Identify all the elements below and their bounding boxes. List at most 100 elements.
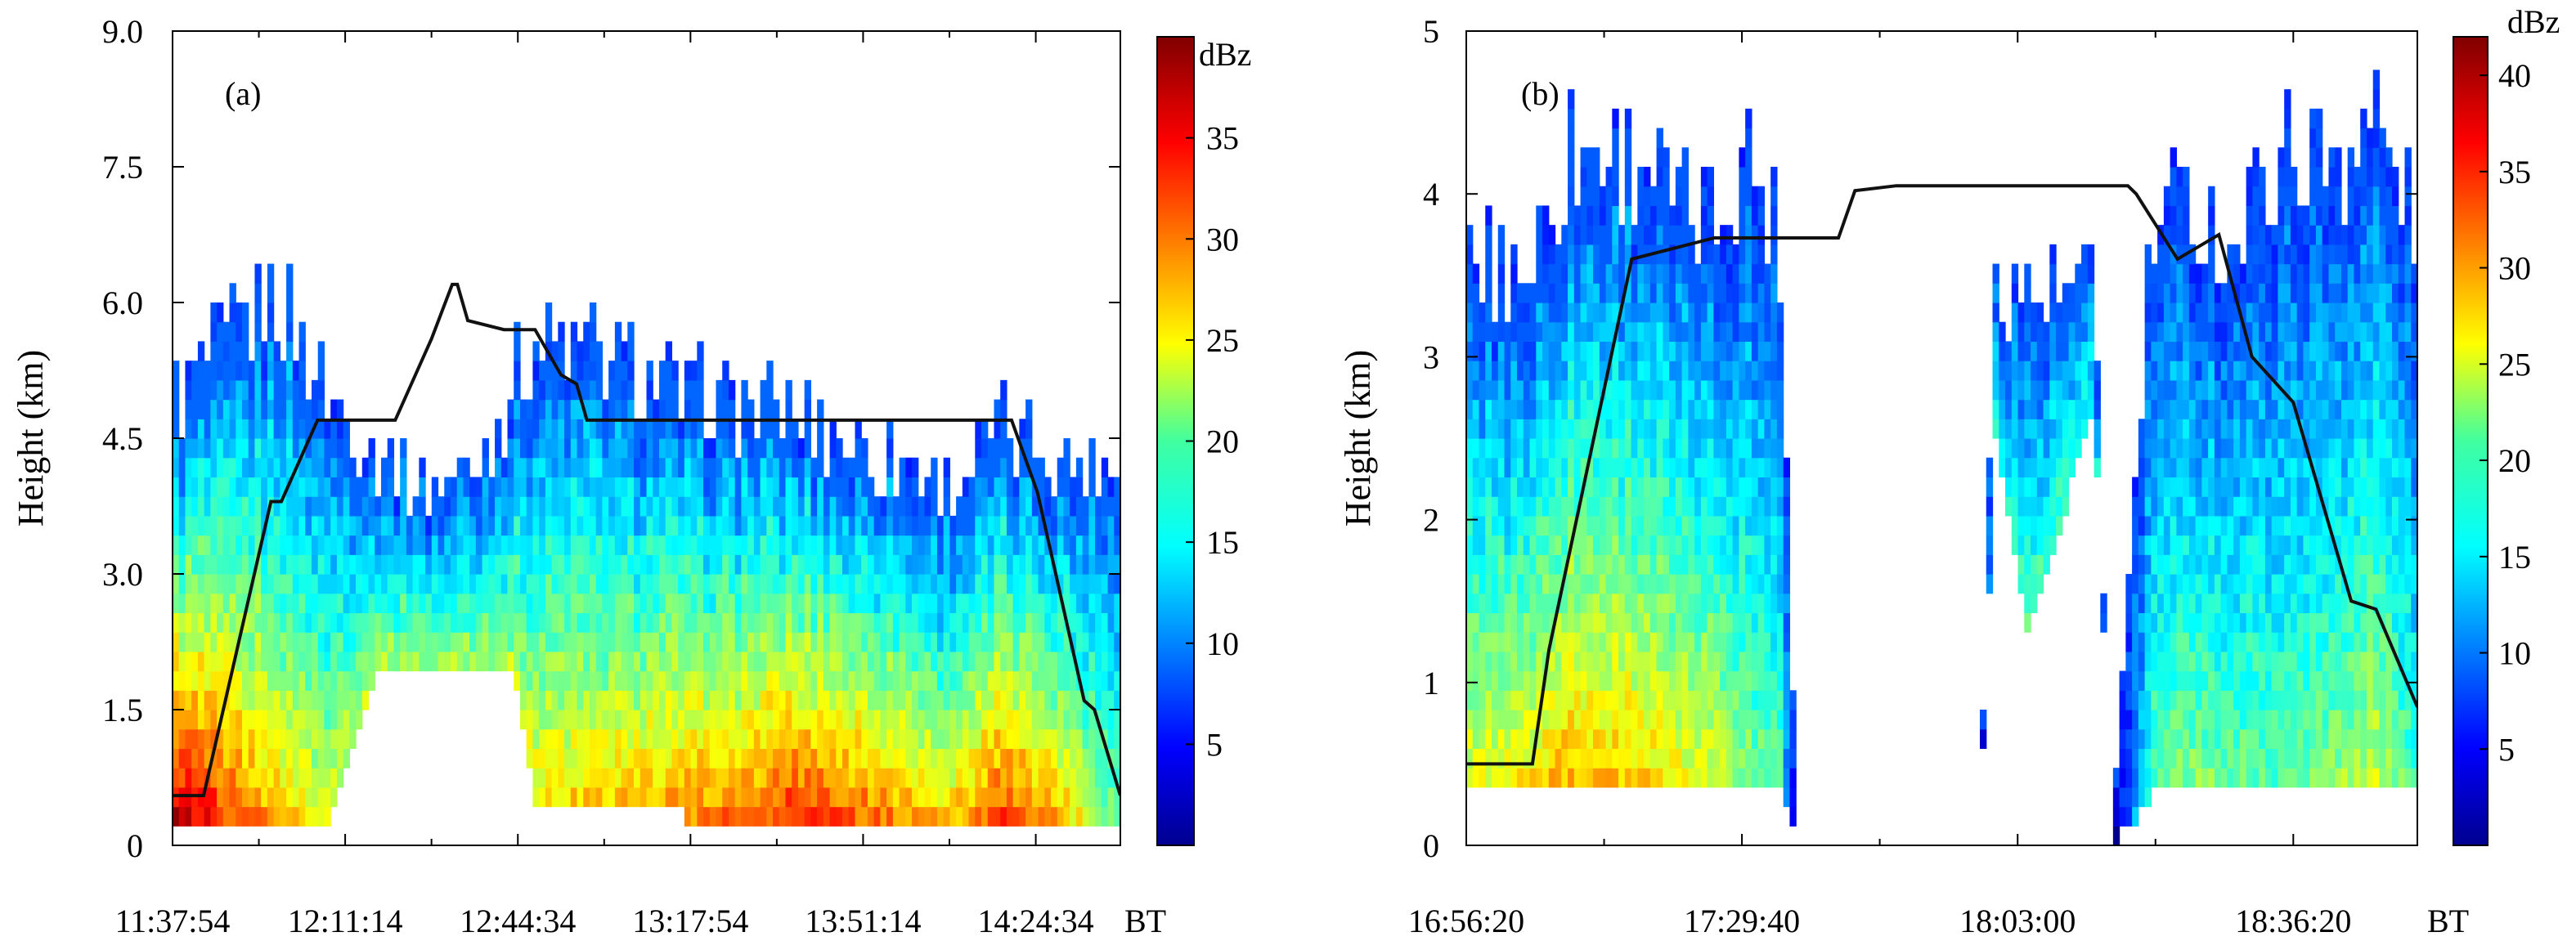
reflectivity-cell	[886, 612, 894, 633]
reflectivity-cell	[564, 419, 572, 439]
reflectivity-cell	[1644, 612, 1651, 633]
reflectivity-cell	[741, 554, 748, 575]
reflectivity-cell	[785, 612, 792, 633]
reflectivity-cell	[292, 554, 300, 575]
reflectivity-cell	[994, 438, 1001, 459]
reflectivity-cell	[1776, 535, 1784, 555]
reflectivity-cell	[197, 670, 205, 691]
reflectivity-cell	[931, 632, 938, 652]
reflectivity-cell	[311, 690, 319, 710]
reflectivity-cell	[526, 457, 534, 478]
reflectivity-cell	[734, 496, 742, 517]
reflectivity-cell	[1700, 768, 1708, 788]
reflectivity-cell	[431, 554, 439, 575]
reflectivity-cell	[1618, 710, 1626, 730]
reflectivity-cell	[1663, 632, 1670, 652]
reflectivity-cell	[361, 690, 370, 710]
reflectivity-cell	[1057, 670, 1065, 691]
reflectivity-cell	[236, 419, 243, 439]
reflectivity-cell	[842, 806, 850, 827]
reflectivity-cell	[1529, 651, 1537, 672]
reflectivity-cell	[197, 496, 205, 517]
reflectivity-cell	[577, 768, 584, 788]
reflectivity-cell	[722, 651, 729, 672]
reflectivity-cell	[1732, 457, 1739, 478]
reflectivity-cell	[1051, 632, 1058, 652]
reflectivity-cell	[968, 593, 976, 614]
reflectivity-cell	[551, 535, 559, 555]
reflectivity-cell	[2043, 457, 2050, 478]
reflectivity-cell	[558, 786, 565, 808]
reflectivity-cell	[1751, 535, 1759, 555]
reflectivity-cell	[197, 341, 205, 361]
reflectivity-cell	[1101, 554, 1109, 575]
reflectivity-cell	[286, 379, 294, 401]
reflectivity-cell	[2125, 768, 2133, 788]
reflectivity-cell	[558, 535, 565, 555]
reflectivity-cell	[324, 806, 331, 827]
reflectivity-cell	[1707, 651, 1714, 672]
reflectivity-cell	[602, 438, 609, 459]
reflectivity-cell	[2170, 321, 2177, 343]
reflectivity-cell	[1101, 457, 1109, 478]
reflectivity-cell	[962, 768, 970, 788]
reflectivity-cell	[1681, 496, 1689, 517]
reflectivity-cell	[810, 728, 818, 750]
reflectivity-cell	[526, 574, 534, 594]
reflectivity-cell	[570, 438, 578, 459]
reflectivity-cell	[1006, 457, 1014, 478]
reflectivity-cell	[678, 612, 685, 633]
reflectivity-cell	[1681, 457, 1689, 478]
reflectivity-cell	[792, 786, 799, 808]
reflectivity-cell	[273, 768, 280, 788]
reflectivity-cell	[1497, 535, 1506, 555]
reflectivity-cell	[1783, 457, 1791, 478]
reflectivity-cell	[867, 496, 875, 517]
reflectivity-cell	[1624, 670, 1632, 691]
reflectivity-cell	[1720, 361, 1727, 381]
reflectivity-cell	[1497, 690, 1506, 710]
reflectivity-cell	[298, 321, 306, 343]
reflectivity-cell	[1088, 593, 1096, 614]
reflectivity-cell	[1070, 651, 1077, 672]
reflectivity-cell	[804, 728, 811, 750]
reflectivity-cell	[1656, 768, 1663, 788]
reflectivity-cell	[823, 728, 831, 750]
reflectivity-cell	[280, 554, 287, 575]
reflectivity-cell	[1101, 710, 1109, 730]
reflectivity-cell	[558, 399, 565, 419]
reflectivity-cell	[311, 632, 319, 652]
reflectivity-cell	[678, 710, 685, 730]
reflectivity-cell	[880, 768, 887, 788]
reflectivity-cell	[1764, 535, 1771, 555]
reflectivity-cell	[918, 593, 926, 614]
reflectivity-cell	[1561, 768, 1568, 788]
radar-reflectivity-field-a	[173, 263, 1120, 827]
reflectivity-cell	[627, 361, 635, 381]
reflectivity-cell	[1605, 632, 1613, 652]
reflectivity-cell	[1644, 361, 1651, 381]
reflectivity-cell	[400, 651, 407, 672]
reflectivity-cell	[456, 515, 464, 536]
reflectivity-cell	[1485, 710, 1492, 730]
reflectivity-cell	[595, 419, 604, 439]
reflectivity-cell	[1070, 554, 1077, 575]
reflectivity-cell	[343, 632, 350, 652]
reflectivity-cell	[678, 632, 685, 652]
reflectivity-cell	[191, 477, 199, 497]
reflectivity-cell	[343, 651, 350, 672]
reflectivity-cell	[500, 477, 509, 497]
reflectivity-cell	[330, 515, 338, 536]
reflectivity-cell	[178, 574, 186, 594]
reflectivity-cell	[2144, 399, 2152, 419]
reflectivity-cell	[823, 786, 831, 808]
reflectivity-cell	[204, 496, 211, 517]
reflectivity-cell	[722, 496, 729, 517]
reflectivity-cell	[602, 786, 609, 808]
reflectivity-cell	[204, 690, 211, 710]
reflectivity-cell	[1555, 457, 1562, 478]
reflectivity-cell	[614, 477, 622, 497]
reflectivity-cell	[2049, 321, 2057, 343]
reflectivity-cell	[1713, 496, 1721, 517]
reflectivity-cell	[1485, 632, 1492, 652]
